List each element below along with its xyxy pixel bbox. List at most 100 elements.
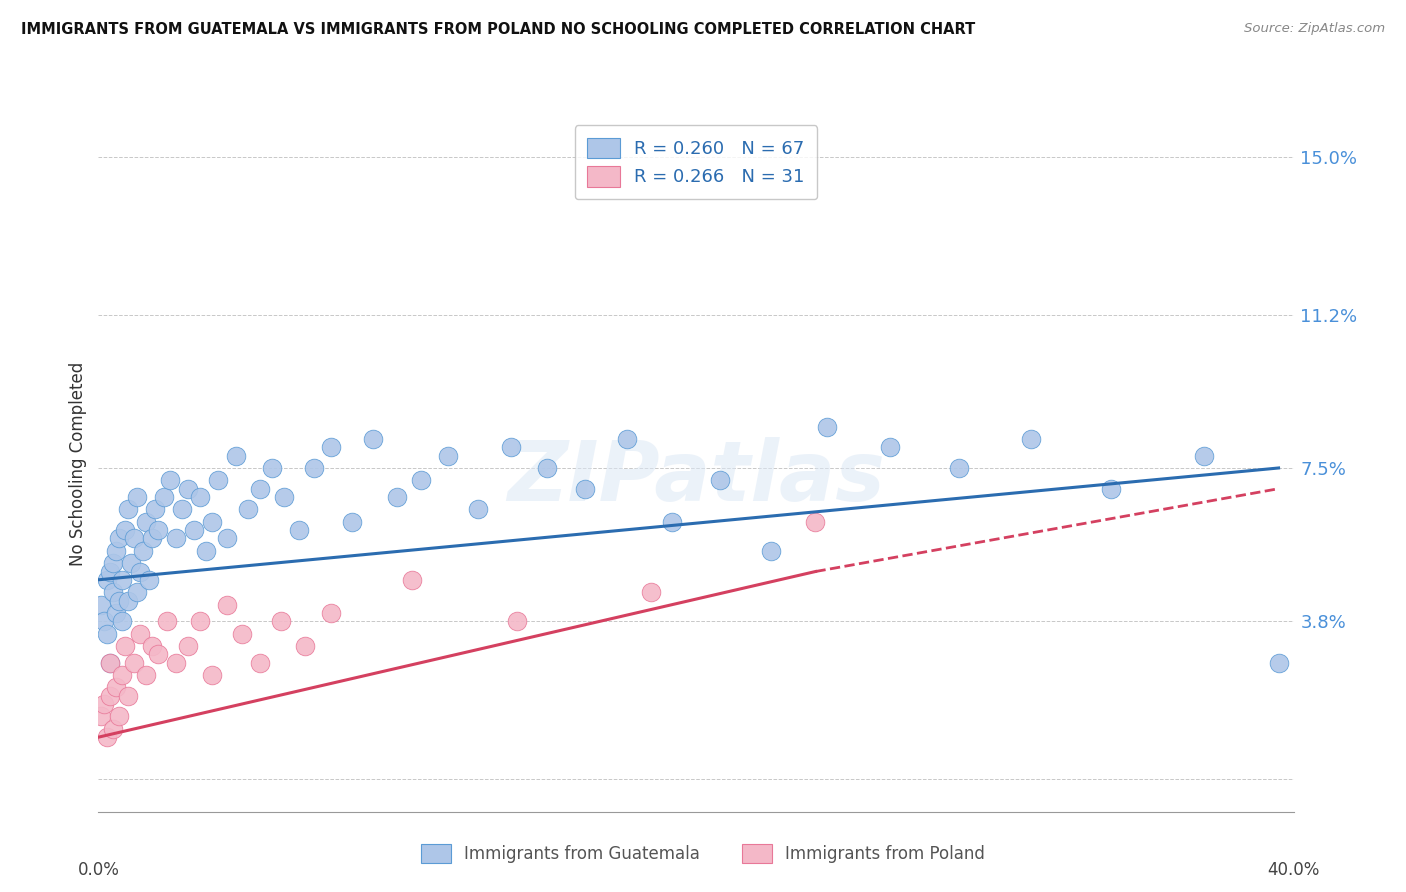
- Point: [114, 523, 136, 537]
- Point: [124, 532, 146, 546]
- Point: [215, 532, 238, 546]
- Point: [124, 656, 146, 670]
- Point: [1099, 482, 1122, 496]
- Point: [225, 449, 247, 463]
- Point: [236, 502, 259, 516]
- Point: [188, 614, 211, 628]
- Text: 40.0%: 40.0%: [1267, 862, 1320, 880]
- Point: [177, 639, 200, 653]
- Point: [156, 614, 179, 628]
- Point: [93, 614, 115, 628]
- Text: 0.0%: 0.0%: [77, 862, 120, 880]
- Point: [815, 419, 838, 434]
- Point: [640, 585, 662, 599]
- Point: [661, 515, 683, 529]
- Point: [879, 440, 901, 454]
- Point: [135, 515, 157, 529]
- Point: [499, 440, 522, 454]
- Point: [270, 614, 292, 628]
- Point: [148, 648, 170, 662]
- Point: [188, 490, 211, 504]
- Point: [111, 668, 134, 682]
- Point: [249, 656, 271, 670]
- Point: [114, 639, 136, 653]
- Legend: R = 0.260   N = 67, R = 0.266   N = 31: R = 0.260 N = 67, R = 0.266 N = 31: [575, 125, 817, 199]
- Point: [321, 440, 343, 454]
- Point: [321, 606, 343, 620]
- Point: [148, 523, 170, 537]
- Text: ZIPatlas: ZIPatlas: [508, 437, 884, 518]
- Point: [143, 502, 166, 516]
- Point: [105, 544, 128, 558]
- Point: [96, 730, 118, 744]
- Point: [342, 515, 364, 529]
- Point: [127, 585, 149, 599]
- Point: [183, 523, 205, 537]
- Point: [90, 709, 112, 723]
- Point: [1192, 449, 1215, 463]
- Point: [804, 515, 827, 529]
- Point: [165, 532, 187, 546]
- Point: [385, 490, 409, 504]
- Text: Source: ZipAtlas.com: Source: ZipAtlas.com: [1244, 22, 1385, 36]
- Point: [96, 573, 118, 587]
- Point: [437, 449, 460, 463]
- Point: [120, 556, 142, 570]
- Point: [105, 606, 128, 620]
- Point: [273, 490, 295, 504]
- Point: [363, 432, 385, 446]
- Point: [506, 614, 529, 628]
- Point: [467, 502, 489, 516]
- Point: [135, 668, 157, 682]
- Point: [172, 502, 194, 516]
- Point: [401, 573, 423, 587]
- Point: [709, 474, 731, 488]
- Point: [117, 689, 139, 703]
- Point: [294, 639, 316, 653]
- Point: [111, 614, 134, 628]
- Point: [117, 502, 139, 516]
- Point: [100, 656, 122, 670]
- Legend: Immigrants from Guatemala, Immigrants from Poland: Immigrants from Guatemala, Immigrants fr…: [409, 832, 997, 875]
- Point: [574, 482, 596, 496]
- Point: [100, 565, 122, 579]
- Point: [108, 593, 131, 607]
- Point: [141, 639, 163, 653]
- Point: [536, 461, 558, 475]
- Point: [201, 515, 224, 529]
- Point: [108, 532, 131, 546]
- Point: [1267, 656, 1289, 670]
- Point: [249, 482, 271, 496]
- Point: [616, 432, 638, 446]
- Point: [153, 490, 176, 504]
- Point: [260, 461, 283, 475]
- Point: [129, 626, 152, 640]
- Point: [207, 474, 229, 488]
- Point: [138, 573, 160, 587]
- Point: [111, 573, 134, 587]
- Point: [132, 544, 155, 558]
- Point: [108, 709, 131, 723]
- Point: [948, 461, 970, 475]
- Point: [93, 697, 115, 711]
- Point: [90, 598, 112, 612]
- Point: [127, 490, 149, 504]
- Point: [103, 722, 125, 736]
- Point: [129, 565, 152, 579]
- Point: [103, 556, 125, 570]
- Point: [231, 626, 253, 640]
- Point: [117, 593, 139, 607]
- Point: [201, 668, 224, 682]
- Point: [302, 461, 325, 475]
- Point: [103, 585, 125, 599]
- Point: [100, 689, 122, 703]
- Point: [195, 544, 218, 558]
- Point: [759, 544, 782, 558]
- Point: [1019, 432, 1042, 446]
- Point: [411, 474, 433, 488]
- Point: [177, 482, 200, 496]
- Point: [287, 523, 309, 537]
- Point: [215, 598, 238, 612]
- Text: IMMIGRANTS FROM GUATEMALA VS IMMIGRANTS FROM POLAND NO SCHOOLING COMPLETED CORRE: IMMIGRANTS FROM GUATEMALA VS IMMIGRANTS …: [21, 22, 976, 37]
- Point: [105, 681, 128, 695]
